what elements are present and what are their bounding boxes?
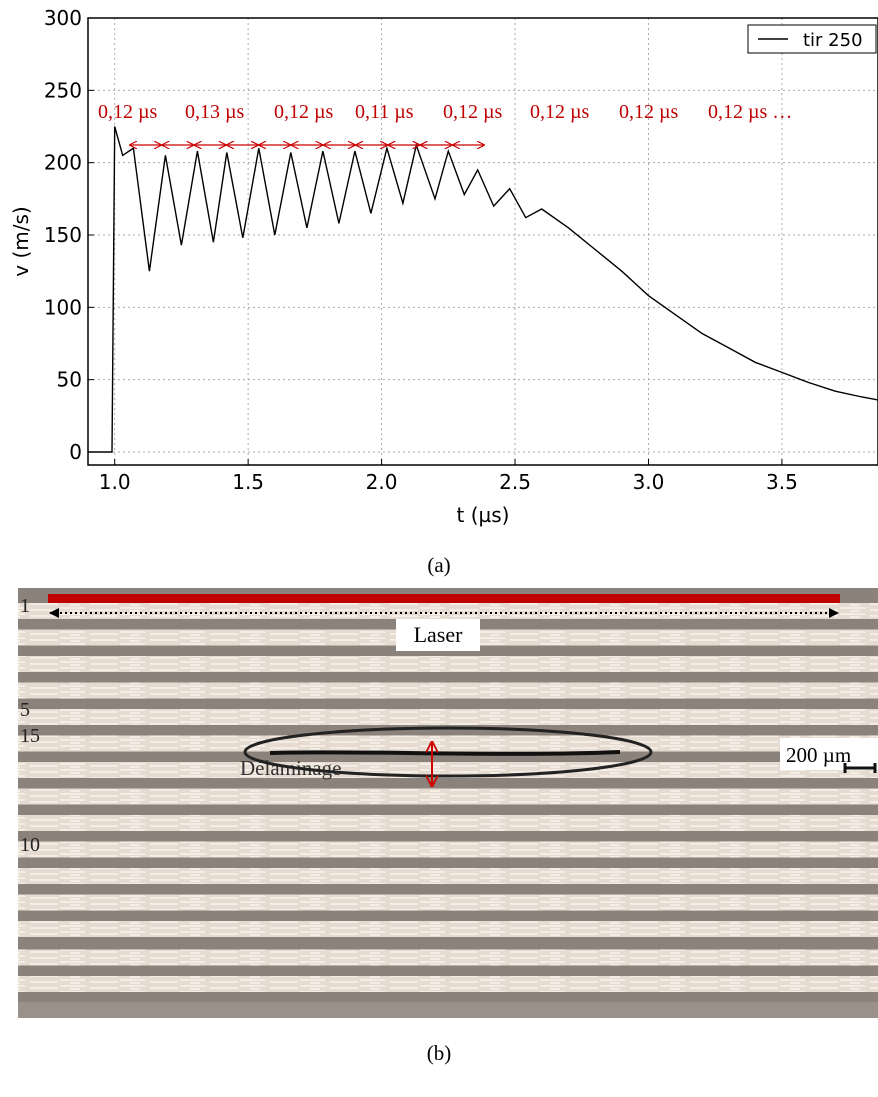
- x-tick-label: 1.5: [232, 470, 264, 494]
- ply: [18, 815, 878, 831]
- ply-label: 10: [20, 834, 40, 856]
- ply: [18, 762, 878, 778]
- chart: 1.0 1.5 2.0 2.5 3.0 3.5 0 50 100 150 200 250 300 t (µ…: [9, 6, 878, 527]
- ply: [18, 709, 878, 725]
- label-box: [396, 619, 480, 651]
- scale-box: [780, 738, 878, 770]
- ply: [18, 894, 878, 911]
- annotation: 0,12 µs …: [708, 101, 792, 123]
- annotation: 0,12 µs: [274, 101, 334, 123]
- ply: [18, 735, 878, 752]
- annotation: 0,12 µs: [443, 101, 503, 123]
- y-tick-label: 100: [44, 295, 82, 319]
- x-tick-label: 2.5: [499, 470, 531, 494]
- laser-bar: [48, 594, 840, 603]
- ply: [18, 788, 878, 805]
- bottom-ply: [18, 1002, 878, 1018]
- y-tick-label: 250: [44, 78, 82, 102]
- annotation: 0,12 µs: [619, 101, 679, 123]
- ply: [18, 682, 878, 699]
- annotation: 0,12 µs: [530, 101, 590, 123]
- x-tick-label: 1.0: [99, 470, 131, 494]
- x-axis-label: t (µs): [457, 503, 510, 527]
- ply: [18, 868, 878, 884]
- legend-label: tir 250: [803, 30, 863, 51]
- y-axis-label: v (m/s): [9, 206, 33, 276]
- ply: [18, 976, 878, 992]
- annotation: 0,11 µs: [355, 101, 414, 123]
- ply: [18, 949, 878, 966]
- ply-label: 5: [20, 699, 30, 721]
- ply-label: 15: [20, 725, 40, 747]
- y-tick-label: 0: [69, 440, 82, 464]
- micrograph-annotations: Laser Délaminage 200 µm: [48, 594, 878, 786]
- ply: [18, 921, 878, 937]
- annotation: 0,12 µs: [98, 101, 158, 123]
- caption: (a): [427, 553, 450, 577]
- ply-label: 1: [20, 595, 30, 617]
- ply: [18, 603, 878, 619]
- scale-bar: [843, 763, 877, 773]
- line: [88, 126, 878, 453]
- x-tick-label: 3.0: [633, 470, 665, 494]
- caption: (b): [427, 1041, 452, 1065]
- laser-label: Laser: [414, 622, 464, 647]
- ply: [18, 656, 878, 672]
- delamination-ellipse: [243, 726, 653, 778]
- y-tick-label: 200: [44, 151, 82, 175]
- x-tick-label: 2.0: [366, 470, 398, 494]
- plot-frame: [87, 17, 878, 466]
- x-tick-label: 3.5: [766, 470, 798, 494]
- annotation: 0,13 µs: [185, 101, 245, 123]
- ply: [18, 841, 878, 858]
- delamination: [269, 750, 621, 756]
- y-tick-label: 300: [44, 6, 82, 30]
- scale-label: 200 µm: [786, 743, 851, 767]
- y-tick-label: 50: [57, 368, 82, 392]
- y-tick-label: 150: [44, 223, 82, 247]
